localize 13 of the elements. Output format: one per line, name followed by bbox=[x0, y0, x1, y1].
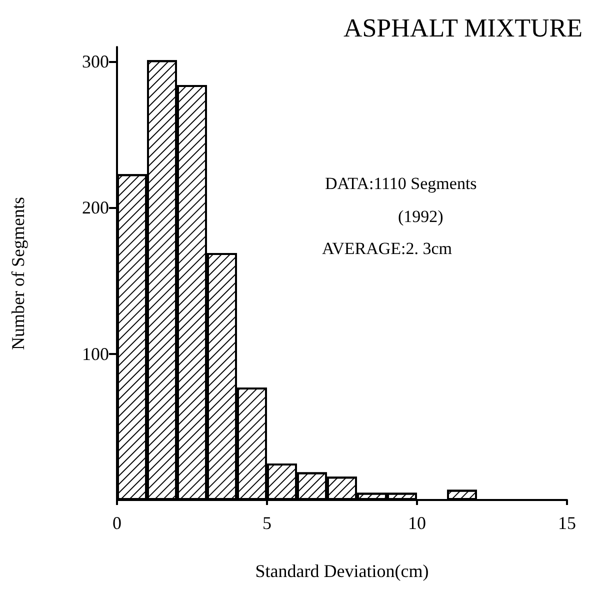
x-tick-label: 5 bbox=[262, 513, 272, 533]
x-axis-title: Standard Deviation(cm) bbox=[255, 561, 429, 581]
annotation: (1992) bbox=[398, 207, 444, 226]
y-tick-label: 200 bbox=[82, 198, 109, 218]
y-tick-label: 300 bbox=[82, 52, 109, 72]
x-tick-label: 10 bbox=[408, 513, 426, 533]
x-tick-label: 0 bbox=[112, 513, 122, 533]
y-tick-label: 100 bbox=[82, 344, 109, 364]
x-tick-label: 15 bbox=[558, 513, 576, 533]
annotation: DATA:1110 Segments bbox=[325, 174, 477, 193]
annotation: AVERAGE:2. 3cm bbox=[322, 239, 452, 258]
y-axis-title: Number of Segments bbox=[8, 197, 28, 350]
chart-title: ASPHALT MIXTURE bbox=[343, 14, 583, 42]
